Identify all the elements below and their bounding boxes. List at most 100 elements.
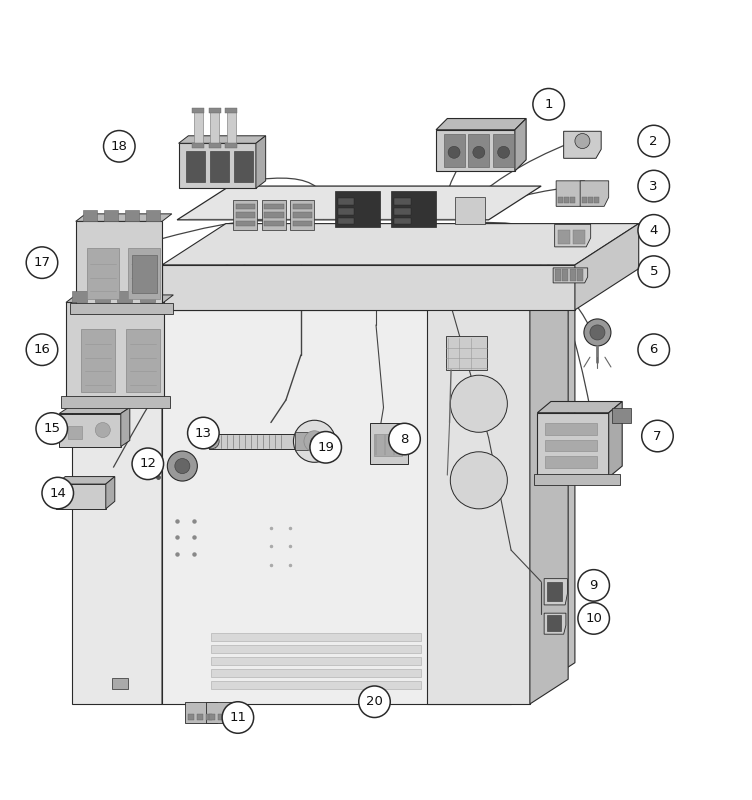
Bar [95,291,110,302]
Text: 4: 4 [650,224,658,237]
Circle shape [575,134,590,149]
Bar [210,150,229,182]
Polygon shape [226,111,235,145]
Polygon shape [178,143,256,188]
Circle shape [638,126,669,157]
Bar [126,210,139,222]
Circle shape [311,438,318,445]
Polygon shape [193,111,202,145]
Bar [188,714,194,720]
Polygon shape [206,702,238,722]
Polygon shape [564,131,601,158]
Circle shape [450,375,508,432]
Circle shape [26,247,58,278]
Circle shape [638,334,669,366]
Polygon shape [262,199,286,230]
Circle shape [104,130,135,162]
Polygon shape [66,295,173,302]
Bar [293,212,312,218]
Bar [208,108,220,113]
Bar [206,714,212,720]
Polygon shape [555,224,590,247]
Text: 12: 12 [139,458,156,470]
Text: 5: 5 [650,265,658,278]
Bar [61,396,170,407]
Bar [545,423,597,434]
Polygon shape [106,477,115,509]
Bar [594,198,599,203]
Text: 11: 11 [229,711,247,724]
Polygon shape [391,191,436,227]
Circle shape [578,602,609,634]
Bar [545,440,597,451]
Bar [444,134,465,167]
Polygon shape [556,181,584,206]
Bar [547,582,562,601]
Polygon shape [211,670,421,677]
Circle shape [174,458,190,474]
Bar [582,198,587,203]
Bar [225,143,237,148]
Text: 6: 6 [650,343,658,356]
Circle shape [222,702,253,734]
Bar [192,108,204,113]
Bar [117,291,132,302]
Bar [293,221,312,226]
Polygon shape [162,310,511,704]
Text: 20: 20 [366,695,383,708]
Bar [555,270,561,281]
Circle shape [533,89,565,120]
Circle shape [638,170,669,202]
Circle shape [584,319,611,346]
Bar [83,210,97,222]
Polygon shape [72,334,184,355]
Bar [227,714,233,720]
Polygon shape [515,118,526,171]
Polygon shape [66,302,164,400]
Circle shape [293,420,335,462]
Polygon shape [211,658,421,665]
Polygon shape [56,484,106,509]
Text: 3: 3 [650,179,658,193]
Circle shape [389,423,420,454]
Bar [70,303,173,314]
Bar [209,714,215,720]
Bar [446,336,487,370]
Bar [612,407,631,422]
Bar [218,714,224,720]
Text: 2: 2 [650,134,658,147]
Bar [578,270,583,281]
Polygon shape [81,329,115,393]
Bar [235,204,255,210]
Circle shape [448,146,460,158]
Polygon shape [59,407,130,414]
Text: 19: 19 [317,441,334,454]
Text: 17: 17 [34,256,50,269]
Text: 10: 10 [585,612,602,625]
Circle shape [42,478,74,509]
Circle shape [310,431,341,463]
Text: 14: 14 [50,486,66,499]
Polygon shape [129,248,160,298]
Bar [565,198,569,203]
Circle shape [187,418,219,449]
Polygon shape [427,308,530,704]
Polygon shape [538,402,622,413]
Polygon shape [178,136,265,143]
Bar [192,143,204,148]
Polygon shape [290,199,314,230]
Polygon shape [553,268,587,283]
Polygon shape [211,682,421,689]
Circle shape [168,451,197,481]
Polygon shape [530,283,569,704]
Polygon shape [162,224,638,265]
Bar [264,221,284,226]
Polygon shape [436,130,515,171]
Circle shape [36,413,68,444]
Bar [208,143,220,148]
Bar [571,198,575,203]
Polygon shape [132,255,157,293]
Bar [394,208,411,214]
Bar [186,150,205,182]
Circle shape [204,434,219,449]
